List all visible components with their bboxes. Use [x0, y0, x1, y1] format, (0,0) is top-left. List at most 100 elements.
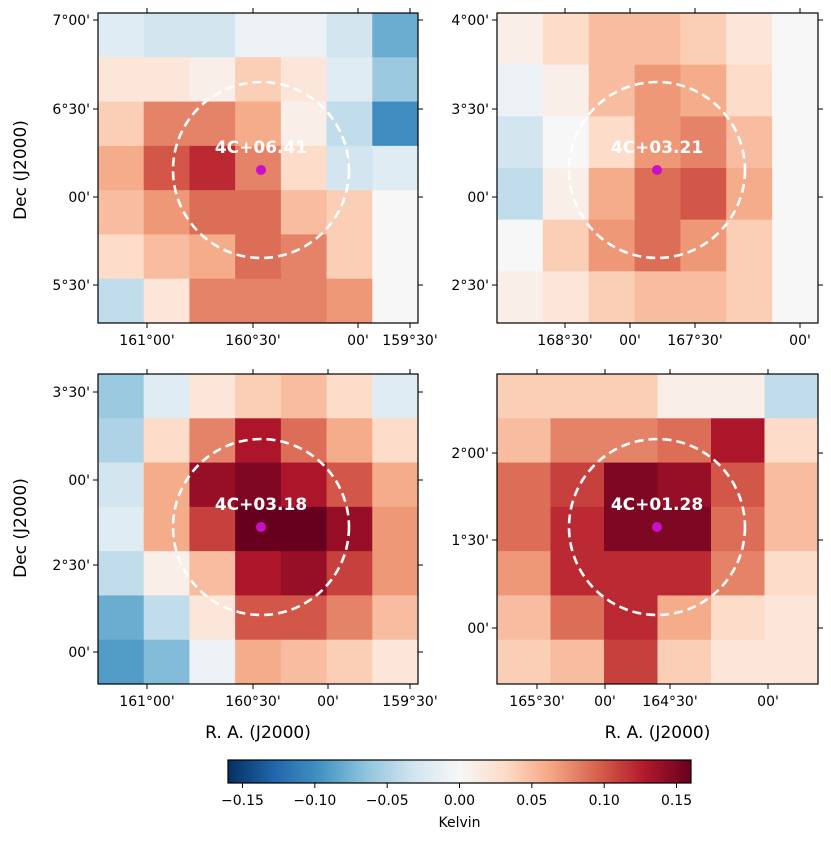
y-tick-label: 2°00' [451, 446, 489, 462]
heatmap-cell [189, 190, 236, 236]
heatmap-cell [326, 190, 373, 236]
heatmap-cell [280, 418, 328, 464]
plot-frame [97, 12, 419, 324]
heatmap-cell [326, 374, 373, 419]
colorbar: −0.15 −0.10 −0.05 0.00 0.05 0.10 0.15 Kelvin [221, 759, 692, 831]
heatmap-cell [235, 462, 282, 508]
aperture-circle [567, 80, 747, 260]
x-tick-label: 00' [594, 694, 616, 710]
x-tick-label: 159°30' [382, 694, 437, 710]
heatmap-cell [280, 57, 328, 103]
heatmap-cell [235, 190, 282, 236]
x-tick-label: 160°30' [225, 694, 280, 710]
heatmap-cell [711, 506, 766, 552]
heatmap-cell [604, 639, 659, 684]
source-label: 4C+03.21 [611, 138, 703, 158]
x-tick-label: 160°30' [225, 333, 280, 349]
plot-frame [496, 12, 819, 324]
x-tick-label: 164°30' [642, 694, 697, 710]
heatmap-cell [542, 168, 590, 221]
heatmap-cell [326, 639, 373, 684]
map-panel-4C+03.21: 4C+03.21 168°30' 00' 167°30' 00' 4°00' 3°30' 00… [451, 8, 823, 349]
aperture-circle [171, 80, 351, 260]
heatmap-cell [280, 13, 328, 58]
source-marker [652, 165, 662, 175]
heatmap-cell [772, 219, 818, 272]
heatmap-cell [372, 145, 418, 191]
heatmap-cell [634, 168, 682, 221]
heatmap-cell [634, 64, 682, 117]
x-tick-label: 00' [757, 694, 779, 710]
heatmap-cell [372, 190, 418, 236]
heatmap-cell [98, 278, 145, 323]
heatmap-cell [550, 639, 605, 684]
heatmap-cell [542, 13, 590, 66]
heatmap-cell [143, 13, 191, 58]
heatmap-cell [326, 551, 373, 597]
heatmap-cell [764, 551, 818, 597]
heatmap-cell [764, 418, 818, 464]
heatmap-cell [280, 190, 328, 236]
heatmap-cell [326, 101, 373, 147]
heatmap-cell [726, 64, 773, 117]
heatmap-cell [657, 374, 712, 419]
heatmap-cell [764, 595, 818, 641]
heatmap-cell [726, 13, 773, 66]
x-tick-label: 159°30' [382, 333, 437, 349]
source-label: 4C+06.41 [215, 138, 307, 158]
heatmap-cell [372, 551, 418, 597]
heatmap-cell [143, 278, 191, 323]
heatmap-cell [542, 64, 590, 117]
heatmap-cell [634, 116, 682, 169]
plot-frame [496, 373, 819, 685]
heatmap-cell [764, 374, 818, 419]
heatmap-cell [497, 418, 552, 464]
heatmap-cell [634, 13, 682, 66]
aperture-circle [171, 437, 351, 617]
heatmap-cell [372, 506, 418, 552]
y-tick-label: 00' [467, 190, 489, 206]
y-tick-label: 2°30' [52, 558, 90, 574]
heatmap-cell [280, 234, 328, 280]
heatmap-cell [372, 595, 418, 641]
heatmap-cell [235, 374, 282, 419]
heatmap-cell [143, 57, 191, 103]
heatmap-cell [497, 219, 544, 272]
heatmap-cell [143, 639, 191, 684]
heatmap-cell [634, 219, 682, 272]
heatmap-cell [657, 551, 712, 597]
heatmap-cell [98, 506, 145, 552]
colorbar-tick-label: 0.15 [661, 793, 692, 809]
x-tick-label: 165°30' [509, 694, 564, 710]
heatmap-cell [772, 168, 818, 221]
heatmap-cell [372, 462, 418, 508]
heatmap-cell [372, 101, 418, 147]
heatmap-cell [604, 462, 659, 508]
heatmap-cell [98, 595, 145, 641]
heatmap-cell [372, 278, 418, 323]
heatmap-cell [726, 271, 773, 323]
map-panel-4C+01.28: 4C+01.28 165°30' 00' 164°30' 00' 2°00' 1°30' 00… [451, 369, 823, 743]
heatmap-cell [189, 551, 236, 597]
heatmap-cell [280, 506, 328, 552]
x-tick-label: 00' [347, 333, 369, 349]
heatmap-cell [711, 462, 766, 508]
plot-frame [97, 373, 419, 685]
heatmap-cell [98, 639, 145, 684]
heatmap-cell [189, 145, 236, 191]
heatmap-cell [143, 374, 191, 419]
heatmap-cell [143, 462, 191, 508]
x-tick-label: 00' [619, 333, 641, 349]
heatmap-cell [235, 101, 282, 147]
heatmap-cell [326, 595, 373, 641]
heatmap-cell [143, 506, 191, 552]
colorbar-tick-label: −0.10 [293, 793, 336, 809]
x-tick-label: 168°30' [537, 333, 592, 349]
heatmap-cell [588, 64, 636, 117]
heatmap-cell [280, 374, 328, 419]
heatmap-cell [372, 13, 418, 58]
heatmap-cell [143, 190, 191, 236]
heatmap-cell [189, 57, 236, 103]
heatmap-cell [711, 418, 766, 464]
